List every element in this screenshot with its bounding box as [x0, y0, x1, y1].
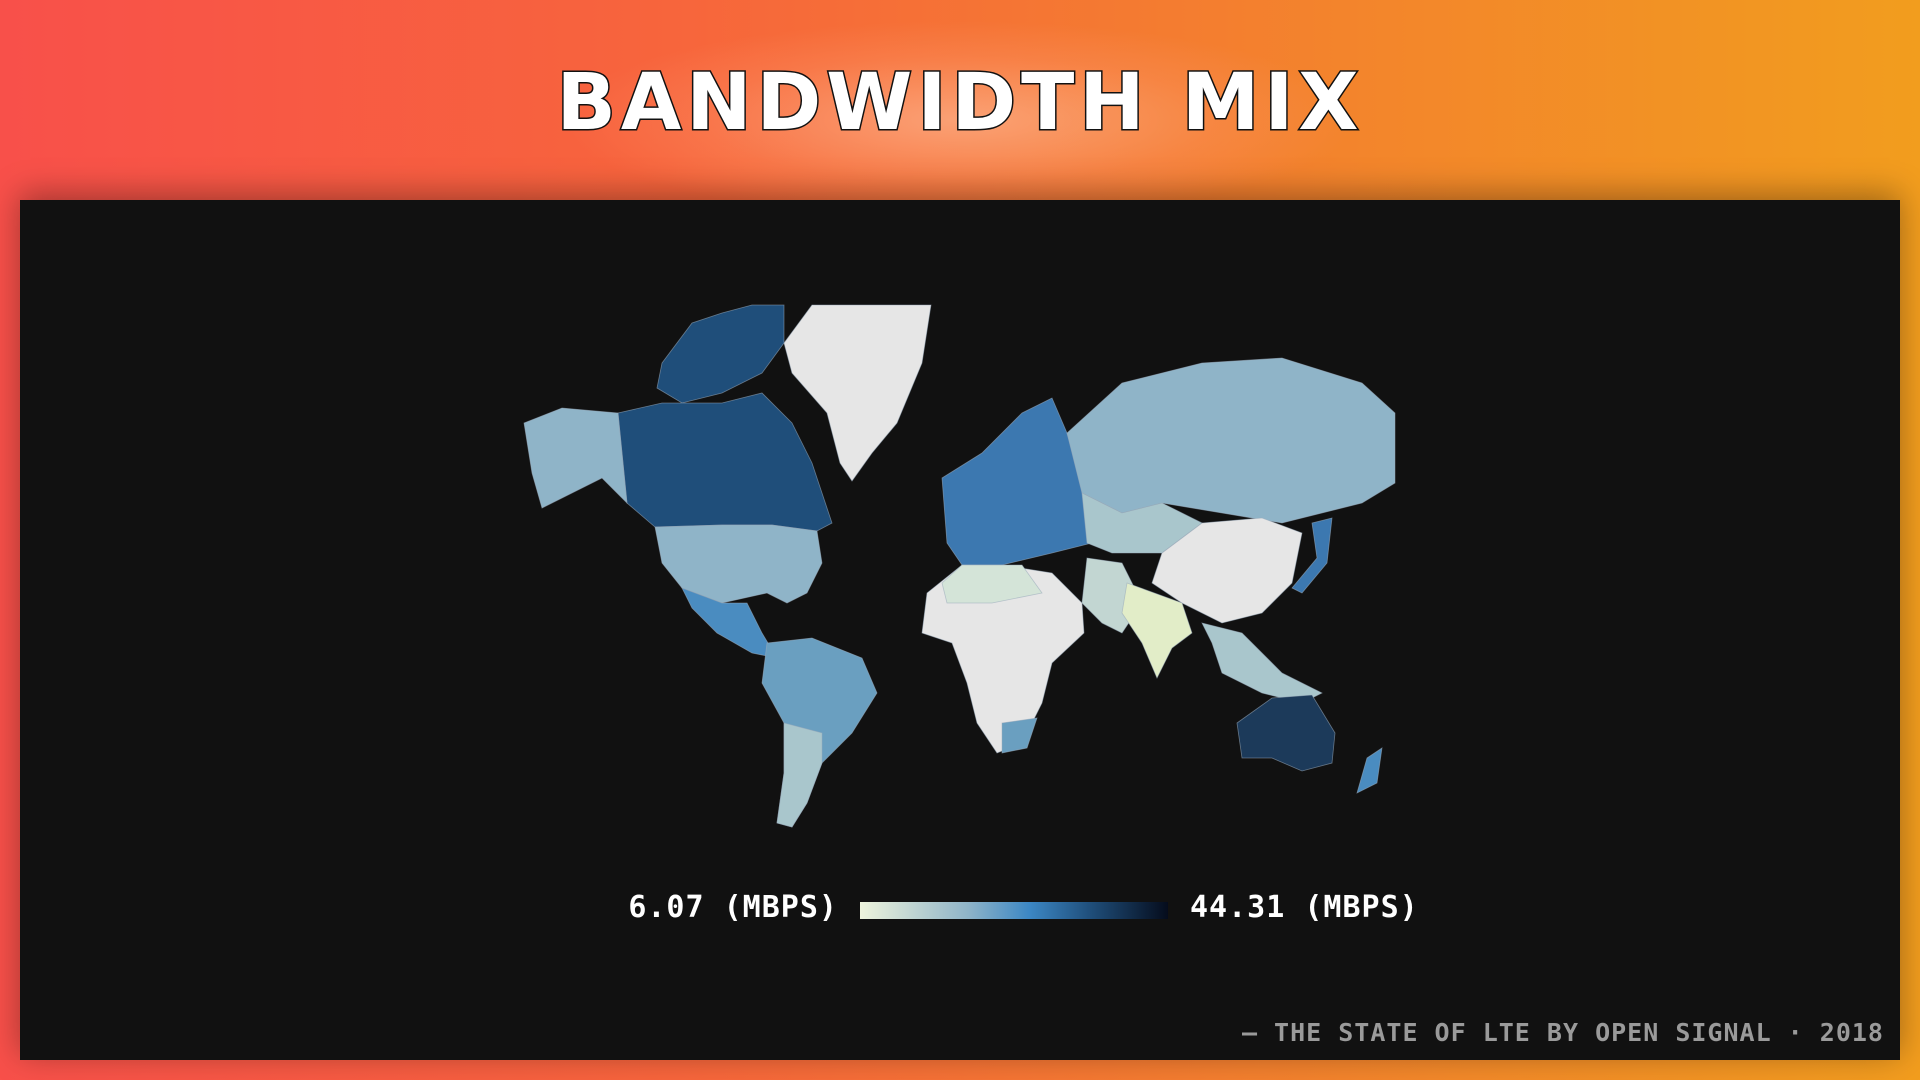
region-russia[interactable] — [1066, 357, 1396, 524]
region-argentina-chile[interactable] — [776, 722, 823, 828]
region-new-zealand[interactable] — [1356, 747, 1383, 794]
map-panel: 6.07 (MBPS) 44.31 (MBPS) — THE STATE OF … — [20, 200, 1900, 1060]
region-usa[interactable] — [654, 524, 823, 604]
region-india[interactable] — [1121, 582, 1193, 679]
region-south-africa[interactable] — [1001, 717, 1038, 754]
region-canada-arctic[interactable] — [656, 304, 785, 404]
region-greenland[interactable] — [783, 304, 932, 482]
region-north-africa[interactable] — [941, 564, 1043, 604]
region-alaska[interactable] — [523, 407, 628, 509]
region-japan[interactable] — [1291, 517, 1333, 594]
region-china[interactable] — [1151, 517, 1303, 624]
slide-title: BANDWIDTH MIX — [555, 57, 1364, 150]
legend-color-scale — [860, 902, 1168, 919]
region-australia[interactable] — [1236, 694, 1336, 772]
legend-max-label: 44.31 (MBPS) — [1190, 890, 1419, 925]
region-europe[interactable] — [941, 397, 1093, 566]
world-choropleth-map — [523, 304, 1396, 828]
title-glow — [560, 20, 1360, 220]
region-canada[interactable] — [617, 392, 833, 532]
source-credit: — THE STATE OF LTE BY OPEN SIGNAL · 2018 — [1241, 1018, 1884, 1047]
region-southeast-asia[interactable] — [1201, 622, 1323, 704]
legend-min-label: 6.07 (MBPS) — [628, 890, 838, 925]
